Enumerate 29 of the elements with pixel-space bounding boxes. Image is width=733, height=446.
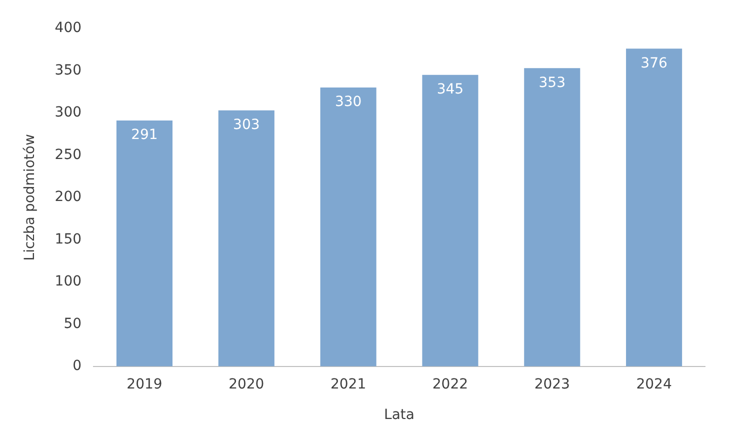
data-label: 330 (334, 94, 362, 110)
y-tick-label: 300 (54, 104, 82, 121)
data-label: 376 (640, 55, 668, 72)
data-label: 303 (233, 117, 260, 134)
y-tick-label: 200 (54, 189, 82, 206)
y-tick-label: 50 (64, 316, 82, 332)
x-tick-label: 2023 (534, 376, 570, 392)
y-tick-label: 150 (54, 231, 82, 248)
bar (320, 88, 376, 366)
x-tick-label: 2019 (126, 376, 162, 392)
bar (116, 120, 173, 366)
bar (524, 68, 580, 366)
bar (422, 74, 478, 366)
y-tick-label: 0 (72, 358, 82, 374)
y-tick-label: 350 (54, 62, 82, 78)
data-label: 291 (131, 127, 158, 144)
data-label: 345 (436, 82, 464, 98)
x-tick-label: 2021 (330, 376, 366, 392)
y-tick-label: 100 (54, 274, 82, 290)
x-axis-title: Lata (384, 407, 414, 424)
data-label: 353 (538, 74, 566, 91)
y-tick-label: 250 (54, 146, 82, 163)
bar (218, 110, 274, 366)
y-axis-title: Liczba podmiotów (22, 134, 38, 261)
x-tick-label: 2020 (228, 376, 264, 392)
y-tick-label: 400 (54, 20, 82, 36)
x-tick-label: 2024 (636, 376, 672, 392)
bar (626, 48, 682, 366)
x-tick-label: 2022 (432, 376, 468, 392)
